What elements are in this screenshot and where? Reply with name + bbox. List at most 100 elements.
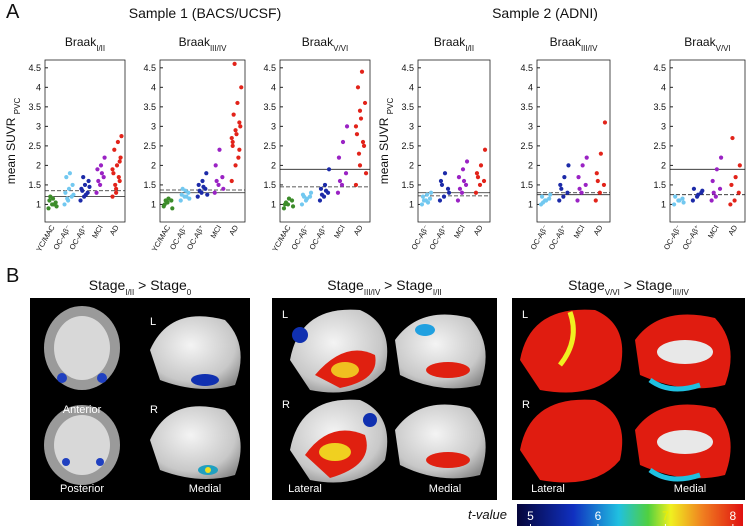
data-point xyxy=(326,167,332,172)
text-part: Stage xyxy=(568,277,605,293)
data-point xyxy=(419,202,425,207)
data-point xyxy=(474,171,480,176)
data-point xyxy=(195,194,200,199)
data-point xyxy=(713,194,718,199)
data-point xyxy=(213,163,218,168)
data-point xyxy=(420,194,426,199)
data-point xyxy=(200,178,205,184)
y-tick-label: 2.5 xyxy=(653,141,666,151)
data-point xyxy=(98,163,104,168)
data-point xyxy=(442,171,448,176)
data-point xyxy=(594,171,599,176)
data-point xyxy=(602,120,608,125)
data-point xyxy=(696,192,701,197)
data-point xyxy=(62,202,67,207)
data-point xyxy=(677,198,682,203)
data-point xyxy=(728,202,733,207)
data-point xyxy=(463,182,469,188)
data-point xyxy=(229,178,234,184)
y-tick-label: 1 xyxy=(151,199,156,209)
x-tick-label: OC-Aβ⁺ xyxy=(307,223,328,251)
data-point xyxy=(82,182,88,188)
data-point xyxy=(344,124,350,129)
data-point xyxy=(559,186,564,191)
data-point xyxy=(70,182,75,188)
data-point xyxy=(579,190,584,195)
map-title: StageI/II > Stage0 xyxy=(89,277,192,297)
data-point xyxy=(110,167,115,172)
subscript: V/VI xyxy=(333,44,348,53)
text-part: Braak xyxy=(550,35,582,49)
map-label: Medial xyxy=(189,483,221,495)
y-tick-label: 2 xyxy=(528,160,533,170)
data-point xyxy=(101,175,106,180)
data-point xyxy=(118,155,123,160)
data-point xyxy=(48,194,53,199)
map-label: L xyxy=(282,309,288,321)
data-point xyxy=(481,178,487,184)
y-tick-label: 3 xyxy=(271,121,276,131)
data-point xyxy=(482,147,488,152)
map-title: StageV/VI > StageIII/IV xyxy=(568,277,689,297)
map-title: StageIII/IV > StageI/II xyxy=(327,277,441,297)
data-point xyxy=(290,204,296,209)
data-point xyxy=(86,178,91,184)
data-point xyxy=(580,163,585,168)
data-point xyxy=(237,147,242,152)
data-point xyxy=(673,194,678,199)
data-point xyxy=(593,198,598,203)
data-point xyxy=(460,167,466,172)
data-point xyxy=(308,190,314,195)
x-tick-label: MCI xyxy=(452,224,467,240)
data-point xyxy=(163,198,168,203)
data-point xyxy=(714,167,719,172)
data-point xyxy=(601,182,607,188)
data-point xyxy=(229,135,234,141)
y-tick-label: 4.5 xyxy=(401,63,414,73)
data-point xyxy=(216,182,221,188)
brain-map xyxy=(512,298,745,500)
data-point xyxy=(461,178,467,184)
data-point xyxy=(428,190,434,195)
y-tick-label: 3.5 xyxy=(263,102,276,112)
plot-frame xyxy=(279,59,371,223)
y-tick-label: 4 xyxy=(409,82,414,92)
map-label: R xyxy=(150,404,158,416)
subscript: III/IV xyxy=(581,44,598,53)
y-tick-label: 3.5 xyxy=(401,102,414,112)
y-tick-label: 1.5 xyxy=(653,180,666,190)
y-tick-label: 4.5 xyxy=(143,63,156,73)
data-point xyxy=(319,192,325,197)
text-part: > Stage xyxy=(380,277,433,293)
data-point xyxy=(230,143,235,148)
y-tick-label: 2.5 xyxy=(28,141,41,151)
panel-label: B xyxy=(6,265,19,287)
data-point xyxy=(64,175,69,180)
data-point xyxy=(162,202,167,207)
panel-label: A xyxy=(6,1,20,23)
y-tick-label: 1.5 xyxy=(143,180,156,190)
data-point xyxy=(343,171,349,176)
data-point xyxy=(217,147,222,152)
y-tick-label: 2 xyxy=(409,160,414,170)
data-point xyxy=(318,186,324,191)
y-tick-label: 1 xyxy=(271,199,276,209)
brain-map xyxy=(30,298,250,500)
subscript: I/II xyxy=(465,44,474,53)
subscript: V/VI xyxy=(605,288,620,297)
data-point xyxy=(80,188,85,193)
plot-title: BraakV/VI xyxy=(302,35,348,53)
data-point xyxy=(95,167,100,172)
text-part: Braak xyxy=(302,35,334,49)
x-tick-label: MCI xyxy=(90,224,105,240)
data-point xyxy=(595,178,600,184)
data-point xyxy=(446,190,452,195)
subscript: V/VI xyxy=(716,44,731,53)
data-point xyxy=(117,178,122,184)
plot-frame xyxy=(417,59,491,223)
data-point xyxy=(335,190,341,195)
data-point xyxy=(301,194,307,199)
data-point xyxy=(539,194,545,199)
data-point xyxy=(425,200,431,205)
